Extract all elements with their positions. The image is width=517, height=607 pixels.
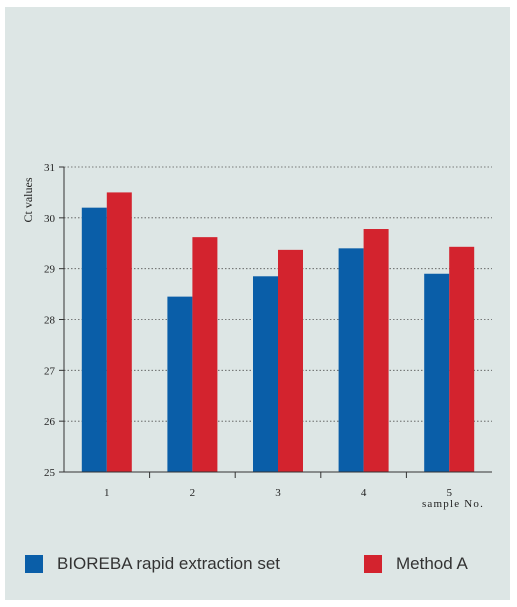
y-tick-label: 30 <box>44 213 56 225</box>
x-tick-label: 3 <box>275 487 281 499</box>
bar-series-1 <box>253 276 278 472</box>
y-tick-label: 27 <box>44 365 56 377</box>
bar-series-2 <box>278 249 303 472</box>
legend-label-series-1: BIOREBA rapid extraction set <box>57 554 280 573</box>
bar-series-2 <box>363 229 389 472</box>
x-tick-labels: 1 2 3 4 5 <box>104 472 452 499</box>
x-tick-label: 4 <box>361 487 367 499</box>
x-axis-title: sample No. <box>422 498 484 510</box>
legend: BIOREBA rapid extraction set Method A <box>0 546 517 582</box>
y-tick-label: 26 <box>44 416 56 428</box>
bar-series-2 <box>192 237 218 472</box>
y-tick-label: 31 <box>44 162 55 174</box>
bar-series-1 <box>338 248 364 472</box>
legend-item-series-2: Method A <box>364 554 468 574</box>
bar-series-1 <box>424 273 450 472</box>
y-tick-label: 29 <box>44 264 56 276</box>
x-tick-label: 1 <box>104 487 110 499</box>
legend-item-series-1: BIOREBA rapid extraction set <box>25 554 280 574</box>
legend-label-series-2: Method A <box>396 554 468 573</box>
y-tick-label: 25 <box>44 467 56 479</box>
x-tick-label: 5 <box>446 487 452 499</box>
legend-swatch-series-2 <box>364 555 382 573</box>
bar-series-1 <box>81 207 107 472</box>
legend-swatch-series-1 <box>25 555 43 573</box>
bars <box>81 192 475 472</box>
bar-series-1 <box>167 296 193 472</box>
bar-series-2 <box>106 192 132 472</box>
y-tick-labels: 25 26 27 28 29 30 31 <box>44 162 64 479</box>
x-tick-label: 2 <box>190 487 196 499</box>
y-axis-title: Ct values <box>21 177 35 222</box>
bar-series-2 <box>449 246 475 472</box>
y-tick-label: 28 <box>44 315 56 327</box>
